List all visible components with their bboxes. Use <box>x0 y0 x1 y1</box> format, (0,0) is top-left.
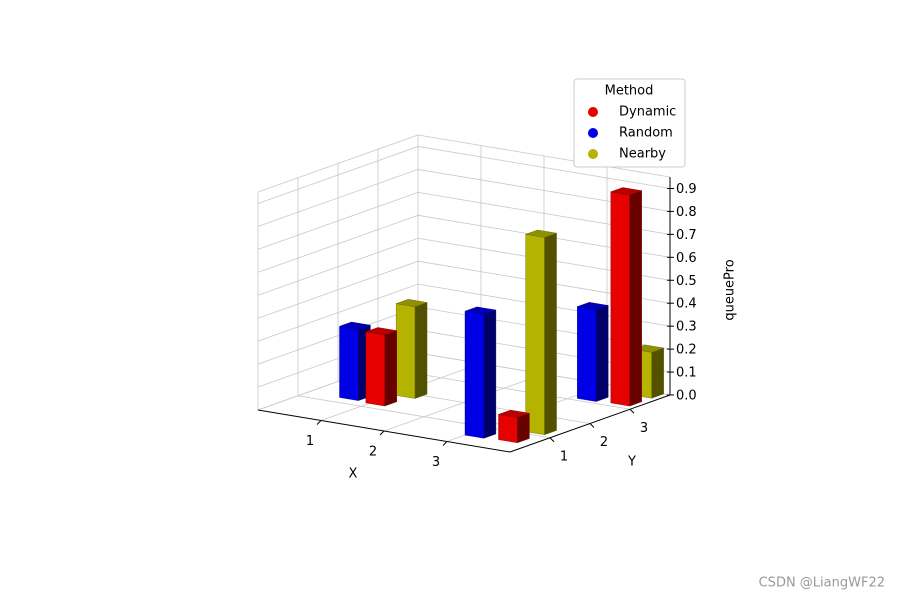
bar-front <box>464 310 485 439</box>
legend-label: Dynamic <box>619 105 676 120</box>
bar-top <box>576 302 609 310</box>
z-tick-label: 0.4 <box>676 297 697 312</box>
x-tick-label: 1 <box>306 434 314 449</box>
axes: 1 2 3 1 2 3 0.0 0.1 0.2 0.3 0.4 0.5 0.6 0.7 0.8 0.9 <box>257 177 697 470</box>
legend-title: Method <box>605 84 654 99</box>
z-tick-label: 0.8 <box>676 205 697 220</box>
bar-side <box>414 302 428 399</box>
legend: Method Dynamic Random Nearby <box>573 78 686 168</box>
y-tick <box>629 408 635 414</box>
bar <box>576 302 609 402</box>
x-tick-label: 3 <box>432 455 440 470</box>
legend-marker <box>588 128 598 138</box>
bar-side <box>544 232 557 436</box>
bars <box>338 187 665 444</box>
legend-marker <box>588 149 598 159</box>
z-tick-label: 0.2 <box>676 343 697 358</box>
bar-side <box>629 190 642 407</box>
z-tick-label: 0.5 <box>676 274 697 289</box>
bar-front <box>365 331 385 407</box>
x-axis-title: X <box>349 467 358 482</box>
y-tick <box>589 423 595 428</box>
x-tick <box>379 430 385 436</box>
bar <box>497 409 531 444</box>
watermark: CSDN @LiangWF22 <box>759 576 885 591</box>
y-tick-label: 2 <box>600 435 608 450</box>
z-tick-label: 0.9 <box>676 182 697 197</box>
z-tick-label: 0.7 <box>676 228 697 243</box>
bar-top <box>610 187 643 196</box>
x-tick <box>316 420 322 425</box>
bar-top <box>524 229 558 238</box>
bar-front <box>610 191 630 407</box>
bar-front <box>498 414 518 444</box>
x-tick <box>442 441 448 446</box>
bar-front <box>577 306 597 402</box>
legend-marker <box>588 107 598 117</box>
z-tick-label: 0.6 <box>676 251 697 266</box>
bar-side <box>651 347 664 399</box>
x-tick-label: 2 <box>369 445 377 460</box>
bar-side <box>517 412 530 444</box>
bar-side <box>596 305 609 402</box>
legend-box <box>573 78 686 168</box>
bar-top <box>464 306 497 315</box>
y-tick-label: 1 <box>560 449 568 464</box>
bar <box>464 306 497 439</box>
bar-front <box>395 303 416 399</box>
legend-label: Nearby <box>619 147 666 162</box>
z-tick-label: 0.1 <box>676 366 697 381</box>
bar <box>365 327 398 407</box>
y-tick <box>549 437 555 443</box>
bar <box>524 229 558 436</box>
bar-top <box>395 299 428 307</box>
z-axis-title: queuePro <box>723 259 738 320</box>
bar-top <box>365 327 398 336</box>
bar-top <box>497 409 531 418</box>
bar-top <box>338 321 372 330</box>
bar-side <box>483 309 497 439</box>
bar <box>610 187 643 407</box>
pane-edge <box>257 134 419 193</box>
bar-side <box>384 330 397 407</box>
bar-front <box>525 234 545 435</box>
y-tick-label: 3 <box>640 421 648 436</box>
y-axis-title: Y <box>627 455 636 470</box>
legend-label: Random <box>619 126 673 141</box>
z-tick-label: 0.0 <box>676 389 697 404</box>
pane-edge <box>417 134 671 178</box>
bar-front <box>339 326 359 401</box>
bar <box>395 299 428 399</box>
z-tick-label: 0.3 <box>676 320 697 335</box>
